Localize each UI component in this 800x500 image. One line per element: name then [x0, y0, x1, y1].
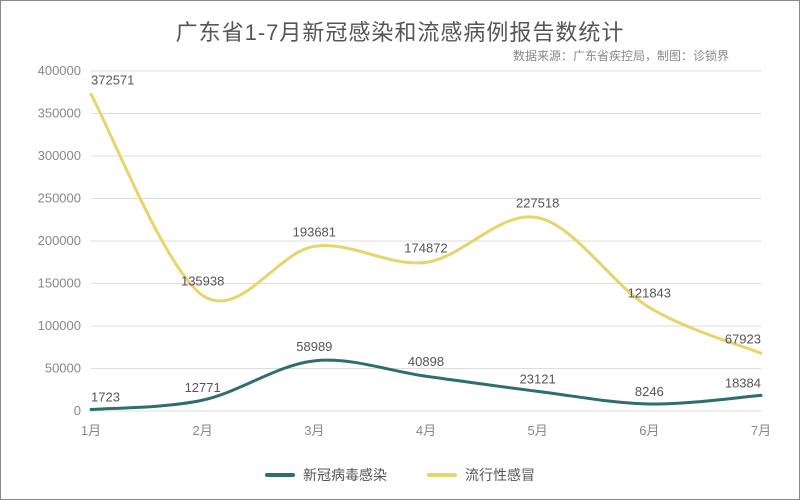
legend-item: 新冠病毒感染: [265, 465, 387, 485]
y-tick-label: 250000: [38, 191, 81, 206]
x-tick-label: 6月: [639, 423, 659, 438]
y-tick-label: 0: [74, 403, 81, 418]
data-label: 40898: [408, 354, 444, 369]
legend-swatch: [265, 473, 295, 477]
y-tick-label: 350000: [38, 106, 81, 121]
legend-item: 流行性感冒: [427, 465, 535, 485]
chart-legend: 新冠病毒感染 流行性感冒: [1, 465, 799, 485]
y-tick-label: 150000: [38, 276, 81, 291]
data-label: 1723: [91, 390, 120, 405]
legend-swatch: [427, 473, 457, 477]
x-tick-label: 1月: [81, 423, 101, 438]
y-tick-label: 400000: [38, 63, 81, 78]
data-label: 18384: [725, 375, 761, 390]
legend-label: 流行性感冒: [465, 465, 535, 485]
data-label: 58989: [296, 339, 332, 354]
data-label: 227518: [516, 196, 559, 211]
data-label: 372571: [91, 72, 134, 87]
y-tick-label: 300000: [38, 148, 81, 163]
x-tick-label: 5月: [528, 423, 548, 438]
data-label: 67923: [725, 331, 761, 346]
data-label: 174872: [404, 240, 447, 255]
x-tick-label: 7月: [751, 423, 771, 438]
y-tick-label: 50000: [45, 361, 81, 376]
data-label: 121843: [628, 285, 671, 300]
y-tick-label: 100000: [38, 318, 81, 333]
data-label: 193681: [293, 224, 336, 239]
chart-plot: 0 50000 100000 150000 200000 250000 300000 3500…: [1, 1, 800, 500]
data-label: 23121: [520, 371, 556, 386]
y-tick-label: 200000: [38, 233, 81, 248]
data-label: 12771: [185, 380, 221, 395]
x-tick-label: 2月: [193, 423, 213, 438]
chart-frame: 广东省1-7月新冠感染和流感病例报告数统计 数据来源：广东省疾控局，制图：诊锁界…: [0, 0, 800, 500]
x-tick-label: 3月: [304, 423, 324, 438]
legend-label: 新冠病毒感染: [303, 465, 387, 485]
x-tick-label: 4月: [416, 423, 436, 438]
series-line: [91, 94, 761, 353]
data-label: 8246: [635, 384, 664, 399]
data-label: 135938: [181, 273, 224, 288]
